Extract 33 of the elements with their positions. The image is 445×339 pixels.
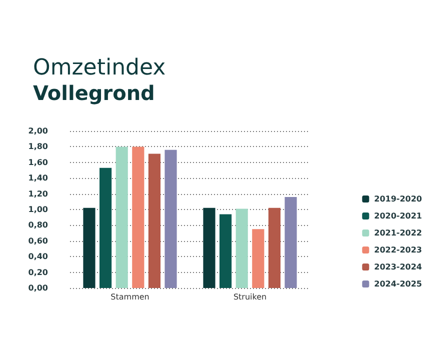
bar (268, 208, 280, 288)
y-tick-label: 0,80 (28, 220, 48, 230)
y-tick-label: 0,20 (28, 268, 48, 277)
y-tick-label: 0,60 (28, 236, 48, 246)
y-tick-label: 0,40 (28, 252, 48, 262)
legend-label: 2024-2025 (374, 280, 422, 288)
bar (100, 168, 112, 288)
y-tick-label: 1,20 (28, 189, 48, 198)
bar (252, 229, 264, 288)
legend-label: 2022-2023 (374, 246, 422, 254)
y-tick-label: 1,60 (28, 158, 48, 167)
legend-label: 2019-2020 (374, 194, 422, 204)
bar (164, 150, 177, 288)
y-tick-label: 2,00 (28, 126, 48, 136)
chart-subtitle: Vollegrond (33, 81, 155, 105)
bar (220, 214, 232, 288)
legend-label: 2021-2022 (374, 228, 422, 238)
bar (236, 208, 248, 288)
x-tick-label: Stammen (110, 292, 150, 302)
y-tick-label: 1,80 (28, 142, 48, 152)
bar (132, 146, 144, 288)
x-tick-label: Struiken (233, 292, 267, 302)
chart-title: Omzetindex (33, 56, 166, 80)
y-tick-label: 1,40 (28, 174, 48, 183)
bar (148, 154, 160, 288)
bar (116, 146, 128, 288)
bar (284, 196, 297, 288)
bar (83, 208, 96, 288)
legend-label: 2023-2024 (374, 262, 422, 272)
legend-label: 2020-2021 (374, 212, 422, 220)
y-tick-label: 0,00 (28, 284, 48, 292)
bar (203, 208, 216, 288)
y-tick-label: 1,00 (28, 205, 48, 214)
